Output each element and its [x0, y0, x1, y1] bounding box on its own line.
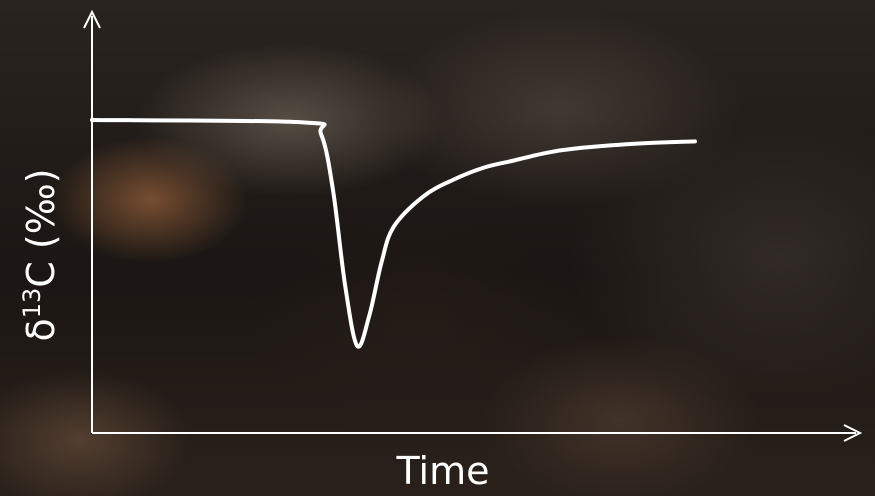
y-axis-label: δ13C (‰)	[18, 168, 63, 341]
series-line-0	[90, 118, 697, 349]
axes	[83, 9, 863, 442]
series-layer	[90, 118, 697, 349]
y-axis-arrow-icon	[83, 9, 101, 29]
x-axis-label: Time	[396, 449, 490, 493]
x-axis-arrow-icon	[843, 424, 863, 442]
